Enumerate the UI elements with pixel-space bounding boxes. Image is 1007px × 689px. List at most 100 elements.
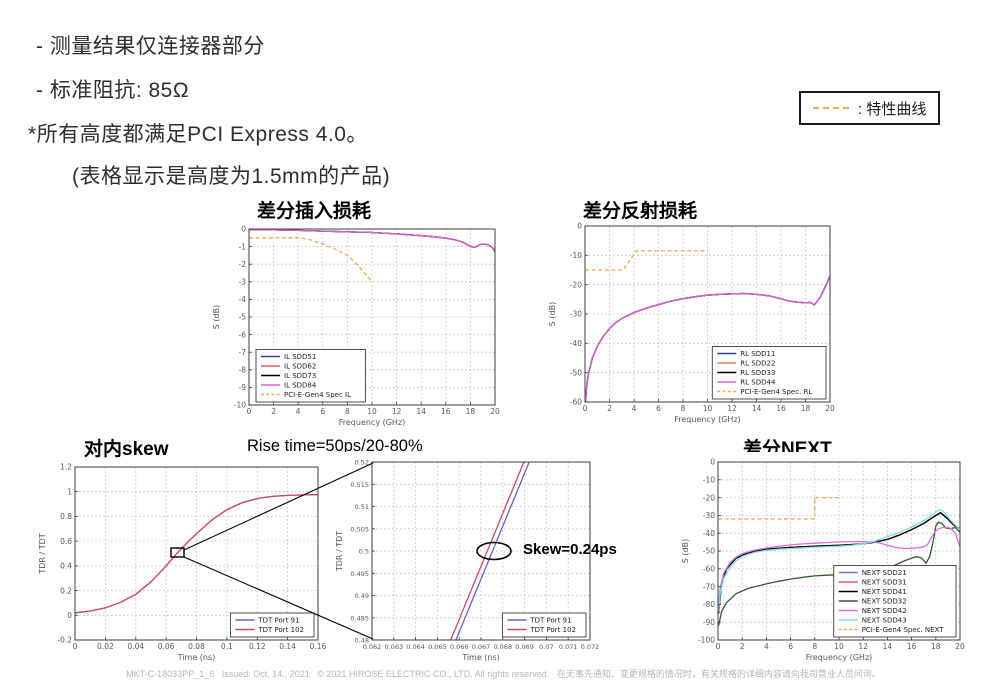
- svg-text:8: 8: [681, 404, 686, 413]
- svg-text:TDR / TDT: TDR / TDT: [335, 531, 344, 572]
- svg-text:0.072: 0.072: [581, 643, 600, 651]
- svg-text:NEXT SDD41: NEXT SDD41: [862, 588, 907, 596]
- svg-text:10: 10: [367, 407, 377, 416]
- svg-text:RL SDD11: RL SDD11: [740, 350, 775, 358]
- svg-text:0.48: 0.48: [355, 637, 369, 645]
- svg-text:TDT Port 91: TDT Port 91: [257, 617, 299, 625]
- svg-text:0.495: 0.495: [350, 570, 369, 578]
- svg-text:-10: -10: [234, 401, 246, 410]
- svg-text:PCI-E-Gen4 Spec. RL: PCI-E-Gen4 Spec. RL: [740, 388, 812, 396]
- svg-text:-4: -4: [239, 295, 247, 304]
- svg-text:8: 8: [345, 407, 350, 416]
- chart-skew-zoom: 0.062 0.063 0.064 0.065 0.066 0.067 0.068 0.069…: [327, 452, 602, 672]
- chart-title-return-loss: 差分反射损耗: [583, 201, 698, 222]
- svg-text:18: 18: [931, 642, 941, 651]
- svg-text:6: 6: [788, 642, 793, 651]
- svg-text:0: 0: [710, 458, 715, 467]
- svg-text:RL SDD44: RL SDD44: [740, 379, 776, 387]
- svg-text:-60: -60: [570, 398, 582, 407]
- svg-text:IL SDD84: IL SDD84: [284, 382, 317, 390]
- svg-text:-0.2: -0.2: [57, 636, 72, 645]
- svg-text:18: 18: [801, 404, 811, 413]
- svg-text:0.4: 0.4: [60, 562, 72, 571]
- svg-text:-20: -20: [570, 280, 582, 289]
- svg-text:0: 0: [577, 222, 582, 231]
- svg-text:NEXT SDD21: NEXT SDD21: [862, 569, 907, 577]
- svg-text:0.066: 0.066: [450, 643, 469, 651]
- svg-text:-30: -30: [703, 511, 715, 520]
- svg-text:1.2: 1.2: [60, 463, 72, 472]
- svg-text:20: 20: [825, 404, 835, 413]
- svg-text:Frequency (GHz): Frequency (GHz): [674, 415, 741, 424]
- svg-text:-9: -9: [239, 383, 247, 392]
- svg-text:0.068: 0.068: [493, 643, 512, 651]
- svg-text:16: 16: [441, 407, 451, 416]
- svg-text:-1: -1: [239, 242, 247, 251]
- note-table-height: (表格显示是高度为1.5mm的产品): [72, 165, 391, 188]
- svg-text:0.8: 0.8: [60, 512, 72, 521]
- svg-text:-2: -2: [239, 260, 247, 269]
- svg-text:0.067: 0.067: [472, 643, 491, 651]
- svg-text:0.065: 0.065: [428, 643, 447, 651]
- svg-text:-90: -90: [703, 618, 715, 627]
- svg-text:-100: -100: [698, 636, 715, 645]
- svg-text:0.6: 0.6: [60, 537, 72, 546]
- svg-text:-40: -40: [703, 529, 715, 538]
- svg-text:0.071: 0.071: [559, 643, 578, 651]
- svg-text:S (dB): S (dB): [212, 305, 221, 329]
- svg-text:0.04: 0.04: [127, 642, 144, 651]
- spec-curve-legend-box: : 特性曲线: [799, 91, 941, 125]
- svg-text:16: 16: [776, 404, 786, 413]
- svg-text:PCI-E-Gen4 Spec IL: PCI-E-Gen4 Spec IL: [284, 391, 351, 399]
- svg-text:12: 12: [858, 642, 868, 651]
- chart-title-skew: 对内skew: [84, 439, 169, 460]
- svg-text:-6: -6: [239, 330, 247, 339]
- svg-text:-40: -40: [570, 339, 582, 348]
- note-pcie4-compliance: *所有高度都满足PCI Express 4.0。: [28, 123, 368, 146]
- svg-text:0.515: 0.515: [350, 481, 369, 489]
- svg-text:6: 6: [320, 407, 325, 416]
- svg-text:-60: -60: [703, 565, 715, 574]
- svg-text:-50: -50: [703, 547, 715, 556]
- chart-skew: 0 0.02 0.04 0.06 0.08 0.1 0.12 0.14 0.16 -0.2 0 0.2…: [30, 458, 330, 670]
- svg-text:PCI-E-Gen4 Spec. NEXT: PCI-E-Gen4 Spec. NEXT: [862, 626, 945, 634]
- svg-text:0: 0: [716, 642, 721, 651]
- svg-text:0: 0: [73, 642, 78, 651]
- svg-text:18: 18: [466, 407, 476, 416]
- svg-text:0.49: 0.49: [355, 592, 369, 600]
- svg-text:16: 16: [907, 642, 917, 651]
- svg-text:0.07: 0.07: [539, 643, 553, 651]
- svg-text:8: 8: [812, 642, 817, 651]
- svg-text:4: 4: [296, 407, 301, 416]
- svg-text:2: 2: [271, 407, 276, 416]
- dashed-line-icon: [813, 107, 849, 109]
- svg-text:-3: -3: [239, 278, 247, 287]
- rise-time-label: Rise time=50ps/20-80%: [247, 437, 423, 455]
- svg-text:2: 2: [607, 404, 612, 413]
- svg-text:0.485: 0.485: [350, 615, 369, 623]
- svg-text:-70: -70: [703, 582, 715, 591]
- svg-text:-5: -5: [239, 313, 247, 322]
- svg-text:14: 14: [416, 407, 426, 416]
- svg-text:IL SDD62: IL SDD62: [284, 363, 316, 371]
- svg-text:S (dB): S (dB): [681, 539, 690, 563]
- svg-text:0: 0: [67, 611, 72, 620]
- svg-text:Frequency (GHz): Frequency (GHz): [339, 418, 406, 427]
- svg-text:0.14: 0.14: [279, 642, 296, 651]
- svg-text:0: 0: [583, 404, 588, 413]
- svg-text:-20: -20: [703, 493, 715, 502]
- svg-text:TDR / TDT: TDR / TDT: [38, 533, 47, 574]
- svg-text:0.069: 0.069: [515, 643, 534, 651]
- spec-curve-label: : 特性曲线: [858, 100, 927, 118]
- svg-text:2: 2: [740, 642, 745, 651]
- skew-value-label: Skew=0.24ps: [523, 541, 617, 558]
- note-measurement-scope: - 测量结果仅连接器部分: [36, 35, 265, 58]
- svg-text:-30: -30: [570, 310, 582, 319]
- svg-text:10: 10: [703, 404, 713, 413]
- svg-text:TDT Port 102: TDT Port 102: [529, 626, 576, 634]
- svg-text:-7: -7: [239, 348, 247, 357]
- svg-text:0: 0: [241, 225, 246, 234]
- chart-next: 0 2 4 6 8 10 12 14 16 18 20 0 -10 -20 -30 -40 -50 -60 -70 -…: [673, 452, 973, 672]
- svg-text:4: 4: [764, 642, 769, 651]
- svg-text:NEXT SDD32: NEXT SDD32: [862, 598, 907, 606]
